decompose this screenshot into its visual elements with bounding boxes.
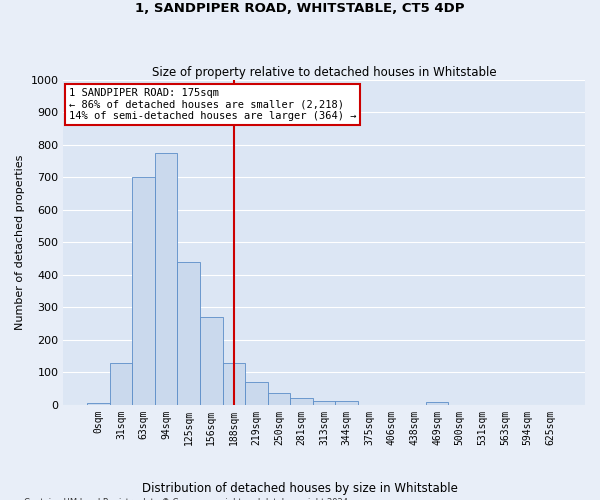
Bar (87, 404, 110, 405)
Bar (110, 364, 132, 405)
Bar (223, 362, 245, 405)
Bar (200, 317, 223, 405)
Text: Contains HM Land Registry data © Crown copyright and database right 2024.: Contains HM Land Registry data © Crown c… (24, 498, 350, 500)
Text: 1, SANDPIPER ROAD, WHITSTABLE, CT5 4DP: 1, SANDPIPER ROAD, WHITSTABLE, CT5 4DP (135, 2, 465, 16)
Bar (245, 382, 268, 405)
Y-axis label: Number of detached properties: Number of detached properties (15, 154, 25, 330)
Title: Size of property relative to detached houses in Whitstable: Size of property relative to detached ho… (152, 66, 497, 78)
Bar (335, 401, 358, 405)
Text: Distribution of detached houses by size in Whitstable: Distribution of detached houses by size … (142, 482, 458, 495)
Bar (155, 153, 178, 405)
Bar (290, 398, 313, 405)
Bar (132, 177, 155, 405)
Bar (426, 402, 448, 405)
Text: 1 SANDPIPER ROAD: 175sqm
← 86% of detached houses are smaller (2,218)
14% of sem: 1 SANDPIPER ROAD: 175sqm ← 86% of detach… (68, 88, 356, 121)
Bar (268, 392, 290, 405)
Bar (313, 401, 335, 405)
Bar (178, 262, 200, 405)
